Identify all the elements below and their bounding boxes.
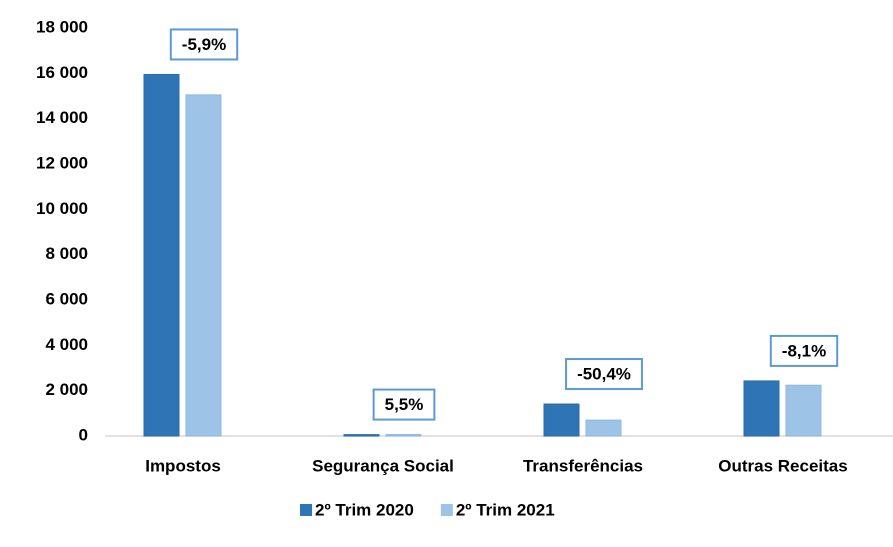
annotation: 5,5%: [385, 395, 424, 414]
annotation: -8,1%: [782, 341, 826, 360]
annotation: -5,9%: [182, 35, 226, 54]
annotation-box: [565, 358, 643, 391]
legend-label: 2º Trim 2021: [456, 500, 555, 519]
bar: [785, 384, 822, 437]
bar: [585, 419, 622, 437]
bar: [543, 403, 580, 437]
bar: [385, 434, 422, 437]
bar: [185, 94, 222, 437]
y-tick-label: 2 000: [45, 380, 88, 399]
bar: [343, 434, 380, 437]
annotation-box: [169, 28, 239, 61]
x-tick-label: Segurança Social: [312, 456, 454, 475]
y-tick-label: 4 000: [45, 335, 88, 354]
legend-label: 2º Trim 2020: [315, 500, 414, 519]
y-tick-label: 12 000: [36, 153, 88, 172]
x-tick-label: Outras Receitas: [718, 456, 847, 475]
bar: [743, 380, 780, 437]
y-tick-label: 16 000: [36, 63, 88, 82]
y-tick-label: 18 000: [36, 17, 88, 36]
y-tick-label: 10 000: [36, 199, 88, 218]
legend-swatch: [440, 504, 453, 516]
legend-swatch: [300, 504, 312, 516]
bar: [143, 73, 180, 437]
y-tick-label: 0: [79, 425, 88, 444]
y-tick-label: 6 000: [45, 289, 88, 308]
y-tick-label: 14 000: [36, 108, 88, 127]
x-tick-label: Impostos: [145, 456, 221, 475]
x-tick-label: Transferências: [523, 456, 643, 475]
annotation: -50,4%: [577, 365, 631, 384]
y-tick-label: 8 000: [45, 244, 88, 263]
annotation-box: [372, 388, 436, 421]
annotation-box: [769, 334, 839, 367]
